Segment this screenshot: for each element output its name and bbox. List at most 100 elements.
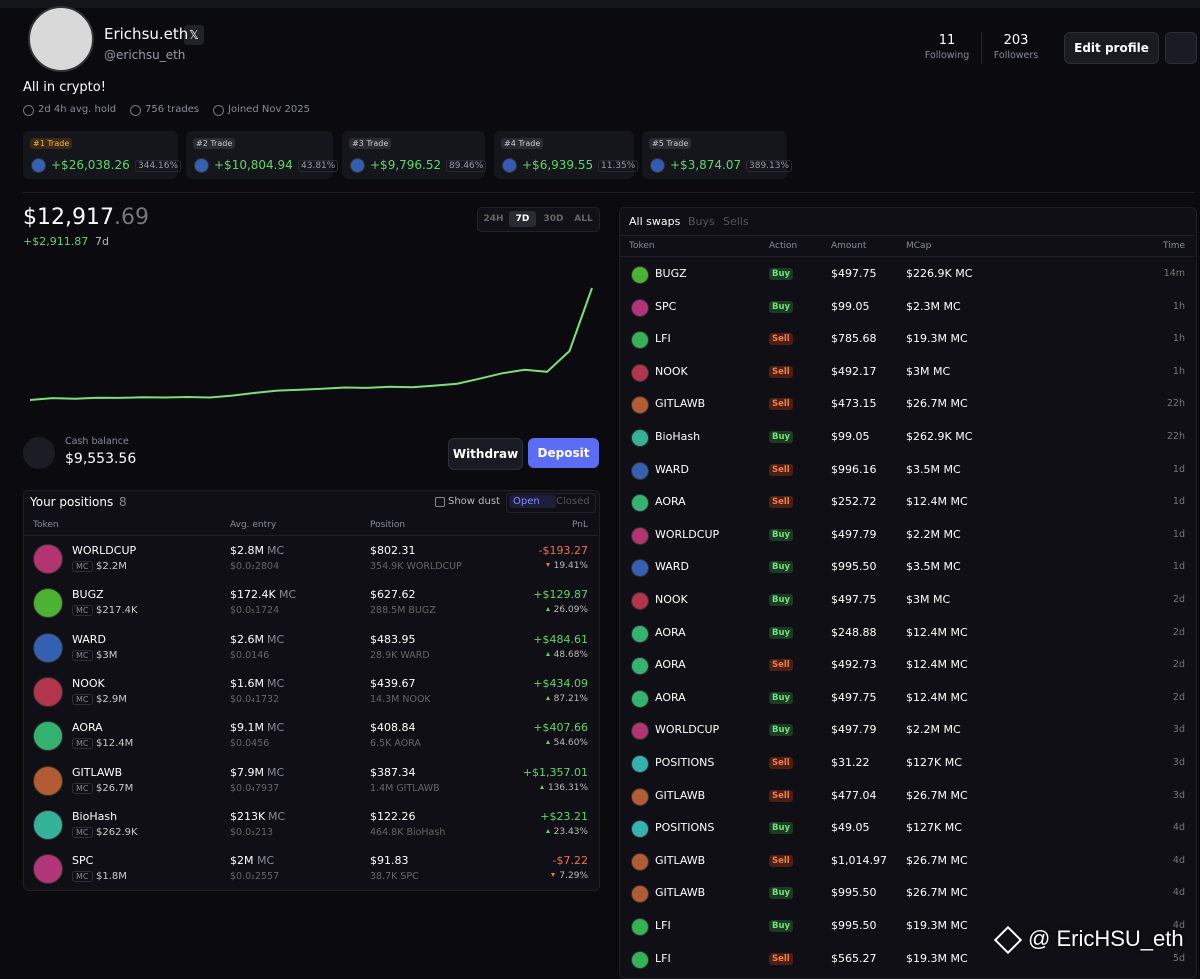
trade-rank: #5 Trade — [649, 138, 692, 149]
token-mc: $262.9K — [96, 826, 138, 838]
swap-action: Sell — [769, 496, 793, 509]
bio: All in crypto! — [23, 80, 106, 95]
token-name: BioHash — [72, 809, 118, 823]
swap-time: 2d — [1172, 691, 1185, 703]
dust-checkbox[interactable] — [435, 497, 445, 507]
gift-button[interactable] — [1165, 32, 1197, 64]
meta-text: 756 trades — [145, 104, 200, 115]
swaps-panel — [619, 207, 1197, 979]
portfolio-period: 7d — [95, 235, 109, 248]
swap-mcap: $3M MC — [906, 364, 951, 378]
range-tab[interactable]: 30D — [543, 214, 564, 224]
swap-action: Sell — [769, 789, 793, 802]
token-name: AORA — [72, 721, 103, 735]
swap-amount: $497.75 — [831, 593, 877, 606]
swap-time: 3d — [1172, 789, 1185, 801]
pnl-chart — [29, 287, 593, 401]
entry-price: $0.0₄7937 — [230, 782, 280, 794]
swap-amount: $497.75 — [831, 690, 877, 704]
token-icon — [631, 266, 649, 284]
swap-amount: $492.17 — [831, 364, 877, 378]
mc-badge: MC — [72, 693, 93, 705]
range-tab[interactable]: ALL — [574, 214, 593, 224]
position-value: $387.34 — [370, 765, 416, 779]
range-tab[interactable]: 7D — [509, 211, 536, 227]
token-icon — [33, 588, 63, 619]
entry-mc-suffix: MC — [267, 632, 285, 646]
swap-tab[interactable]: Sells — [723, 215, 749, 228]
swap-action: Sell — [769, 333, 793, 346]
swap-action: Sell — [769, 952, 793, 965]
position-value: $91.83 — [370, 854, 409, 868]
swap-token: WARD — [655, 560, 689, 574]
x-icon[interactable]: 𝕏 — [184, 25, 204, 45]
pnl-pct: 23.43% — [553, 826, 588, 837]
token-icon — [631, 429, 649, 447]
pnl-pct: 54.60% — [553, 738, 588, 749]
swap-tab[interactable]: All swaps — [629, 215, 681, 228]
swap-amount: $99.05 — [831, 299, 870, 313]
entry-mc: $2M — [230, 854, 254, 868]
pnl-arrow — [546, 563, 550, 567]
swap-token: LFI — [655, 951, 671, 965]
token-name: SPC — [72, 854, 94, 868]
trade-rank: #3 Trade — [349, 138, 392, 149]
withdraw-button[interactable]: Withdraw — [448, 438, 523, 470]
range-tab[interactable]: 24H — [483, 214, 504, 224]
swap-action: Buy — [769, 626, 794, 639]
swap-mcap: $2.3M MC — [906, 299, 961, 313]
swap-time: 5d — [1172, 952, 1185, 964]
trade-pnl: +$26,038.26 — [51, 158, 130, 172]
watermark: @ EricHSU_eth — [1028, 926, 1184, 951]
swap-mcap: $3M MC — [906, 593, 951, 606]
swap-token: GITLAWB — [655, 853, 706, 867]
swap-amount: $248.88 — [831, 625, 877, 639]
pnl-value: +$434.09 — [533, 676, 588, 690]
swap-mcap: $26.7M MC — [906, 397, 968, 411]
swap-time: 4d — [1172, 920, 1185, 931]
tab-closed[interactable]: Closed — [556, 496, 590, 507]
trade-pct: 43.81% — [298, 160, 339, 172]
swap-token: LFI — [655, 919, 671, 932]
swap-token: GITLAWB — [655, 886, 706, 900]
mc-badge: MC — [72, 826, 93, 838]
swap-mcap: $26.7M MC — [906, 788, 968, 802]
avatar[interactable] — [28, 6, 94, 72]
swap-mcap: $19.3M MC — [906, 951, 968, 965]
token-icon — [350, 158, 365, 173]
swap-token: LFI — [655, 332, 671, 346]
deposit-button[interactable]: Deposit — [528, 438, 599, 468]
swap-amount: $49.05 — [831, 821, 870, 835]
entry-mc-suffix: MC — [257, 854, 275, 868]
swap-time: 4d — [1172, 854, 1185, 866]
entry-price: $0.0₄1732 — [230, 693, 280, 705]
edit-profile[interactable]: Edit profile — [1064, 32, 1159, 64]
swap-time: 3d — [1172, 757, 1185, 768]
mc-badge: MC — [72, 561, 93, 572]
show-dust[interactable]: Show dust — [448, 496, 500, 507]
swap-amount: $995.50 — [831, 919, 877, 932]
pnl-value: +$484.61 — [533, 632, 588, 646]
token-icon — [631, 820, 649, 839]
positions-title: Your positions — [30, 495, 114, 509]
token-icon — [631, 396, 649, 415]
swap-mcap: $19.3M MC — [906, 919, 968, 932]
pnl-pct: 26.09% — [553, 605, 588, 616]
swap-amount: $31.22 — [831, 756, 870, 769]
pnl-line — [29, 287, 593, 401]
token-icon — [631, 363, 649, 382]
pnl-arrow — [546, 828, 550, 833]
swap-tab[interactable]: Buys — [688, 215, 715, 228]
tab-open[interactable]: Open — [509, 495, 556, 508]
swap-token: NOOK — [655, 364, 688, 378]
token-name: WORLDCUP — [72, 544, 137, 557]
position-qty: 14.3M NOOK — [370, 693, 431, 705]
swap-time: 4d — [1172, 887, 1185, 899]
pnl-arrow — [546, 607, 550, 612]
swap-mcap: $127K MC — [906, 821, 962, 835]
token-mc: $1.8M — [96, 871, 127, 883]
swap-time: 1h — [1172, 365, 1185, 377]
entry-mc-suffix: MC — [268, 809, 286, 823]
swap-token: BUGZ — [655, 267, 687, 280]
swap-mcap: $2.2M MC — [906, 723, 961, 737]
